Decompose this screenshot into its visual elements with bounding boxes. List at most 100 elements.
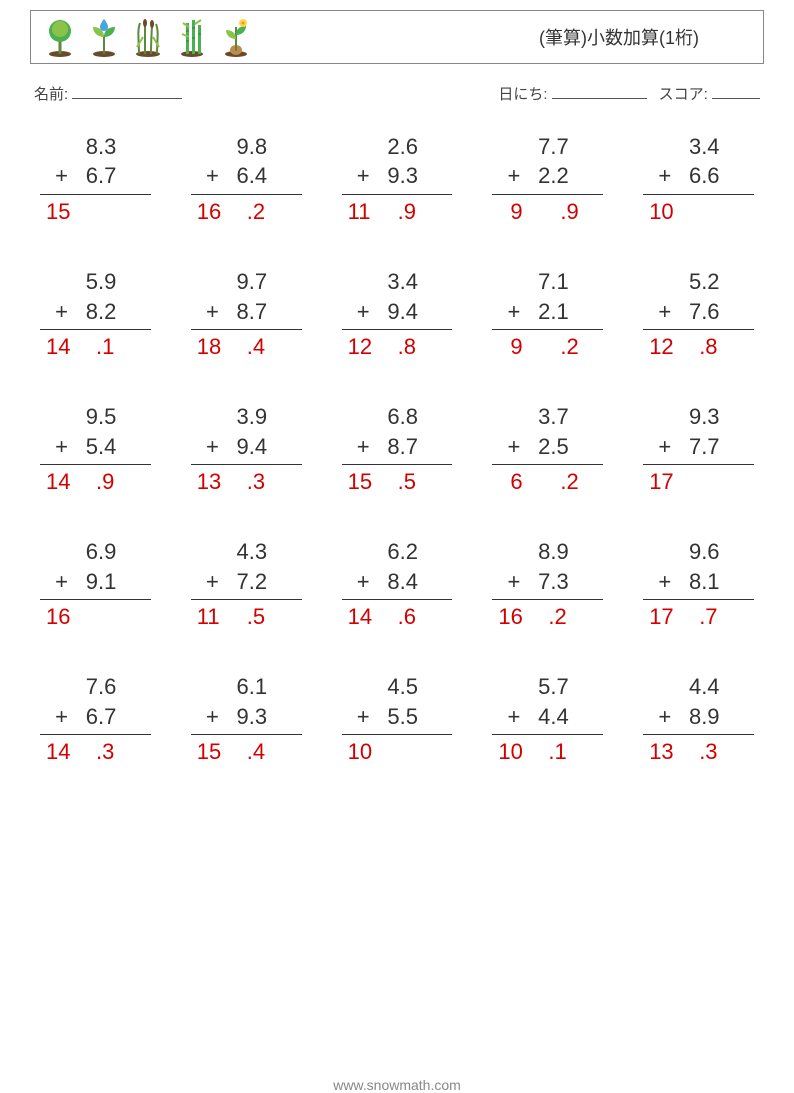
answer-row: 16.2	[191, 197, 302, 227]
operand-a-dec: .6	[400, 132, 418, 162]
operand-b-row: +6.4	[191, 161, 302, 191]
problem-rule	[492, 464, 603, 465]
operand-b-dec: .6	[701, 161, 719, 191]
operand-a-dec: .6	[98, 672, 116, 702]
worksheet-title: (筆算)小数加算(1桁)	[539, 24, 749, 50]
operand-a-int: 4	[673, 672, 701, 702]
operator: +	[492, 161, 522, 191]
operand-b-row: +8.4	[342, 567, 453, 597]
operand-b-dec: .6	[701, 297, 719, 327]
operand-b-row: +7.3	[492, 567, 603, 597]
answer-dec: .4	[247, 332, 265, 362]
answer-row: 11.5	[191, 602, 302, 632]
problem: 4.4+8.913.3	[643, 672, 754, 767]
answer-dec: .2	[548, 602, 566, 632]
answer-int: 15	[348, 467, 398, 497]
operand-a-int: 9	[221, 132, 249, 162]
answer-row: 16	[40, 602, 151, 632]
problem-rule	[342, 194, 453, 195]
problem: 7.1+2.19.2	[492, 267, 603, 362]
operand-a-int: 2	[372, 132, 400, 162]
score-blank[interactable]	[712, 82, 760, 99]
operand-b-row: +9.1	[40, 567, 151, 597]
operand-a-row: 6.9	[40, 537, 151, 567]
problem: 9.8+6.4 16.2	[191, 132, 302, 227]
operand-b-row: +2.1	[492, 297, 603, 327]
answer-dec: .3	[247, 467, 265, 497]
operator: +	[191, 161, 221, 191]
operand-a-row: 4.3	[191, 537, 302, 567]
operand-a-dec: .8	[249, 132, 267, 162]
operand-a-dec: .7	[550, 402, 568, 432]
operand-a-dec: .1	[249, 672, 267, 702]
operand-b-int: 6	[673, 161, 701, 191]
answer-row: 13.3	[191, 467, 302, 497]
name-label-text: 名前:	[34, 86, 68, 103]
meta-row: 名前: 日にち: スコア:	[30, 82, 764, 104]
operator: +	[342, 702, 372, 732]
operand-b-row: +7.7	[643, 432, 754, 462]
operand-b-int: 8	[372, 432, 400, 462]
name-blank[interactable]	[72, 82, 182, 99]
problem: 2.6+9.311.9	[342, 132, 453, 227]
operand-a-int: 9	[70, 402, 98, 432]
date-label-text: 日にち:	[498, 86, 547, 103]
answer-dec: .5	[247, 602, 265, 632]
operand-b-int: 5	[372, 702, 400, 732]
operand-a-row: 8.3	[40, 132, 151, 162]
answer-row: 13.3	[643, 737, 754, 767]
operand-b-int: 9	[70, 567, 98, 597]
operator: +	[342, 161, 372, 191]
operand-b-dec: .7	[400, 432, 418, 462]
answer-int: 14	[46, 467, 96, 497]
operand-b-dec: .7	[98, 702, 116, 732]
operand-a-int: 6	[372, 537, 400, 567]
answer-row: 10	[643, 197, 754, 227]
operand-b-row: +8.7	[191, 297, 302, 327]
operand-b-int: 5	[70, 432, 98, 462]
operand-a-dec: .7	[550, 672, 568, 702]
answer-int: 10	[348, 737, 398, 767]
operand-a-int: 7	[522, 267, 550, 297]
operand-b-dec: .3	[400, 161, 418, 191]
problem-rule	[342, 464, 453, 465]
operand-b-dec: .1	[98, 567, 116, 597]
operator: +	[492, 432, 522, 462]
answer-row: 15.5	[342, 467, 453, 497]
operand-a-dec: .9	[98, 537, 116, 567]
answer-int: 17	[649, 467, 699, 497]
problem-rule	[643, 194, 754, 195]
answer-row: 10.1	[492, 737, 603, 767]
answer-int: 17	[649, 602, 699, 632]
operand-a-dec: .1	[550, 267, 568, 297]
operator: +	[191, 567, 221, 597]
operand-a-int: 3	[221, 402, 249, 432]
operand-b-row: +5.5	[342, 702, 453, 732]
seedling-icon	[89, 17, 119, 57]
operand-b-int: 9	[221, 702, 249, 732]
operand-a-dec: .3	[249, 537, 267, 567]
operator: +	[40, 432, 70, 462]
answer-row: 9.9	[492, 197, 603, 227]
operand-b-dec: .1	[701, 567, 719, 597]
operand-a-int: 5	[70, 267, 98, 297]
operand-a-int: 5	[522, 672, 550, 702]
operand-a-dec: .6	[701, 537, 719, 567]
problem: 5.2+7.612.8	[643, 267, 754, 362]
operand-a-row: 9.8	[191, 132, 302, 162]
worksheet-page: (筆算)小数加算(1桁) 名前: 日にち: スコア: 8.3+6.7159.8+…	[0, 0, 794, 1093]
problems-grid: 8.3+6.7159.8+6.416.22.6+9.311.97.7+2.29.…	[30, 124, 764, 767]
problem-rule	[191, 329, 302, 330]
problem: 5.9+8.214.1	[40, 267, 151, 362]
operator: +	[342, 432, 372, 462]
operand-b-row: +6.6	[643, 161, 754, 191]
operand-a-row: 7.1	[492, 267, 603, 297]
answer-row: 14.6	[342, 602, 453, 632]
operand-b-int: 8	[673, 567, 701, 597]
operand-a-int: 6	[221, 672, 249, 702]
operand-b-dec: .4	[249, 161, 267, 191]
operand-b-row: +8.1	[643, 567, 754, 597]
answer-row: 12.8	[643, 332, 754, 362]
operand-b-int: 9	[372, 161, 400, 191]
date-blank[interactable]	[552, 82, 647, 99]
